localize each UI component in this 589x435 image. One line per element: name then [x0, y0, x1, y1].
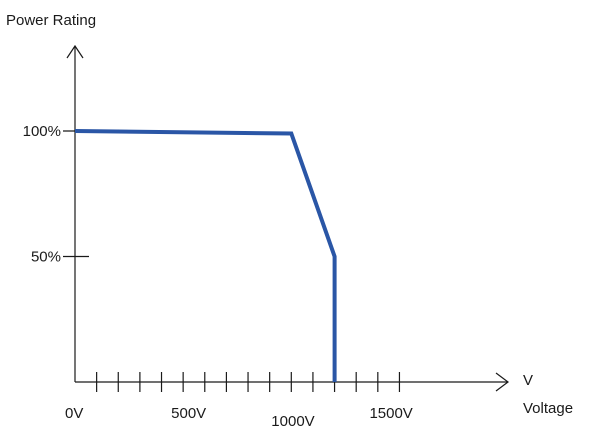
y-axis-arrow [66, 44, 84, 59]
x-axis-label: Voltage [523, 400, 573, 417]
axes [66, 44, 509, 392]
x-tick-label: 1500V [369, 405, 412, 422]
y-tick-label: 100% [23, 123, 61, 140]
x-tick-label: 500V [171, 405, 206, 422]
x-unit-label: V [523, 372, 533, 389]
series-layer [74, 129, 337, 383]
x-axis-arrow [495, 372, 509, 392]
y-axis-label: Power Rating [6, 12, 96, 29]
y-tick-label: 50% [31, 249, 61, 266]
x-tick-label: 1000V [271, 413, 314, 430]
series-line [74, 129, 337, 382]
x-tick-label: 0V [65, 405, 83, 422]
y-ticks: 50% 100% [23, 123, 89, 266]
x-ticks: 0V 500V 1000V 1500V [65, 372, 413, 430]
